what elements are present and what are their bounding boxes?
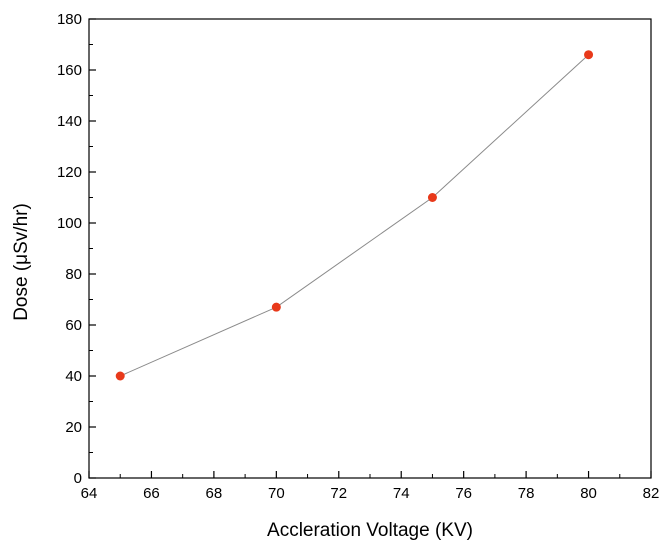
data-point	[271, 302, 281, 312]
data-point	[584, 50, 594, 60]
x-tick-label: 76	[455, 485, 472, 502]
x-tick-label: 66	[143, 485, 160, 502]
y-tick-label: 20	[65, 419, 82, 436]
x-tick-label: 78	[518, 485, 535, 502]
y-tick-label: 160	[57, 62, 82, 79]
y-tick-label: 140	[57, 113, 82, 130]
axis-ticks-group	[88, 18, 652, 479]
y-tick-label: 40	[65, 368, 82, 385]
series-line	[120, 54, 589, 377]
y-tick-labels: 0 20 40 60 80 100 120 140 160 180	[57, 11, 82, 487]
y-tick-label: 80	[65, 266, 82, 283]
y-axis-title: Dose (μSv/hr)	[11, 203, 32, 321]
y-tick-label: 180	[57, 11, 82, 28]
x-tick-label: 82	[643, 485, 660, 502]
data-point	[427, 193, 437, 202]
plot-area-frame	[88, 18, 652, 479]
y-tick-label: 100	[57, 215, 82, 232]
x-tick-label: 72	[330, 485, 347, 502]
y-tick-label: 120	[57, 164, 82, 181]
x-tick-label: 80	[580, 485, 597, 502]
data-points	[115, 50, 594, 381]
y-tick-label: 0	[74, 470, 82, 487]
x-tick-label: 68	[206, 485, 223, 502]
y-tick-label: 60	[65, 317, 82, 334]
x-axis-title: Accleration Voltage (KV)	[267, 520, 473, 541]
x-tick-label: 70	[268, 485, 285, 502]
x-tick-labels: 64 66 68 70 72 74 76 78 80 82	[81, 485, 660, 502]
data-point	[115, 371, 125, 381]
x-tick-label: 74	[393, 485, 410, 502]
x-tick-label: 64	[81, 485, 98, 502]
